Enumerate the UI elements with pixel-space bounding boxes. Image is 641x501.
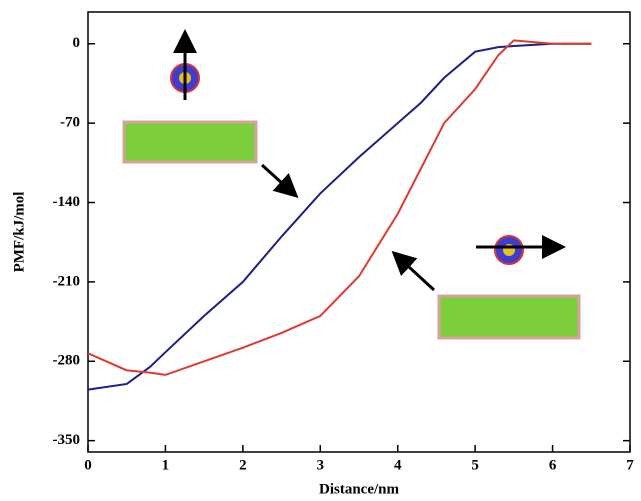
x-tick-label: 7 (626, 457, 634, 473)
y-axis-label: PMF/kJ/mol (11, 192, 27, 273)
x-tick-label: 2 (239, 457, 247, 473)
x-tick-label: 3 (317, 457, 325, 473)
y-tick-label: -210 (53, 273, 81, 289)
y-tick-label: -140 (53, 194, 81, 210)
y-tick-label: -280 (53, 353, 81, 369)
membrane-side (391, 235, 581, 340)
x-tick-label: 0 (84, 457, 92, 473)
y-tick-label: -350 (53, 432, 81, 448)
x-tick-label: 6 (549, 457, 557, 473)
plot-frame (87, 11, 631, 453)
membrane-top (122, 29, 299, 199)
x-tick-label: 1 (162, 457, 170, 473)
series-line (87, 42, 592, 391)
x-tick-label: 4 (394, 457, 402, 473)
y-tick-label: -70 (60, 115, 80, 131)
x-tick-label: 5 (471, 457, 479, 473)
y-tick-label: 0 (73, 35, 81, 51)
series-line (87, 39, 592, 376)
x-axis-label: Distance/nm (319, 481, 400, 497)
